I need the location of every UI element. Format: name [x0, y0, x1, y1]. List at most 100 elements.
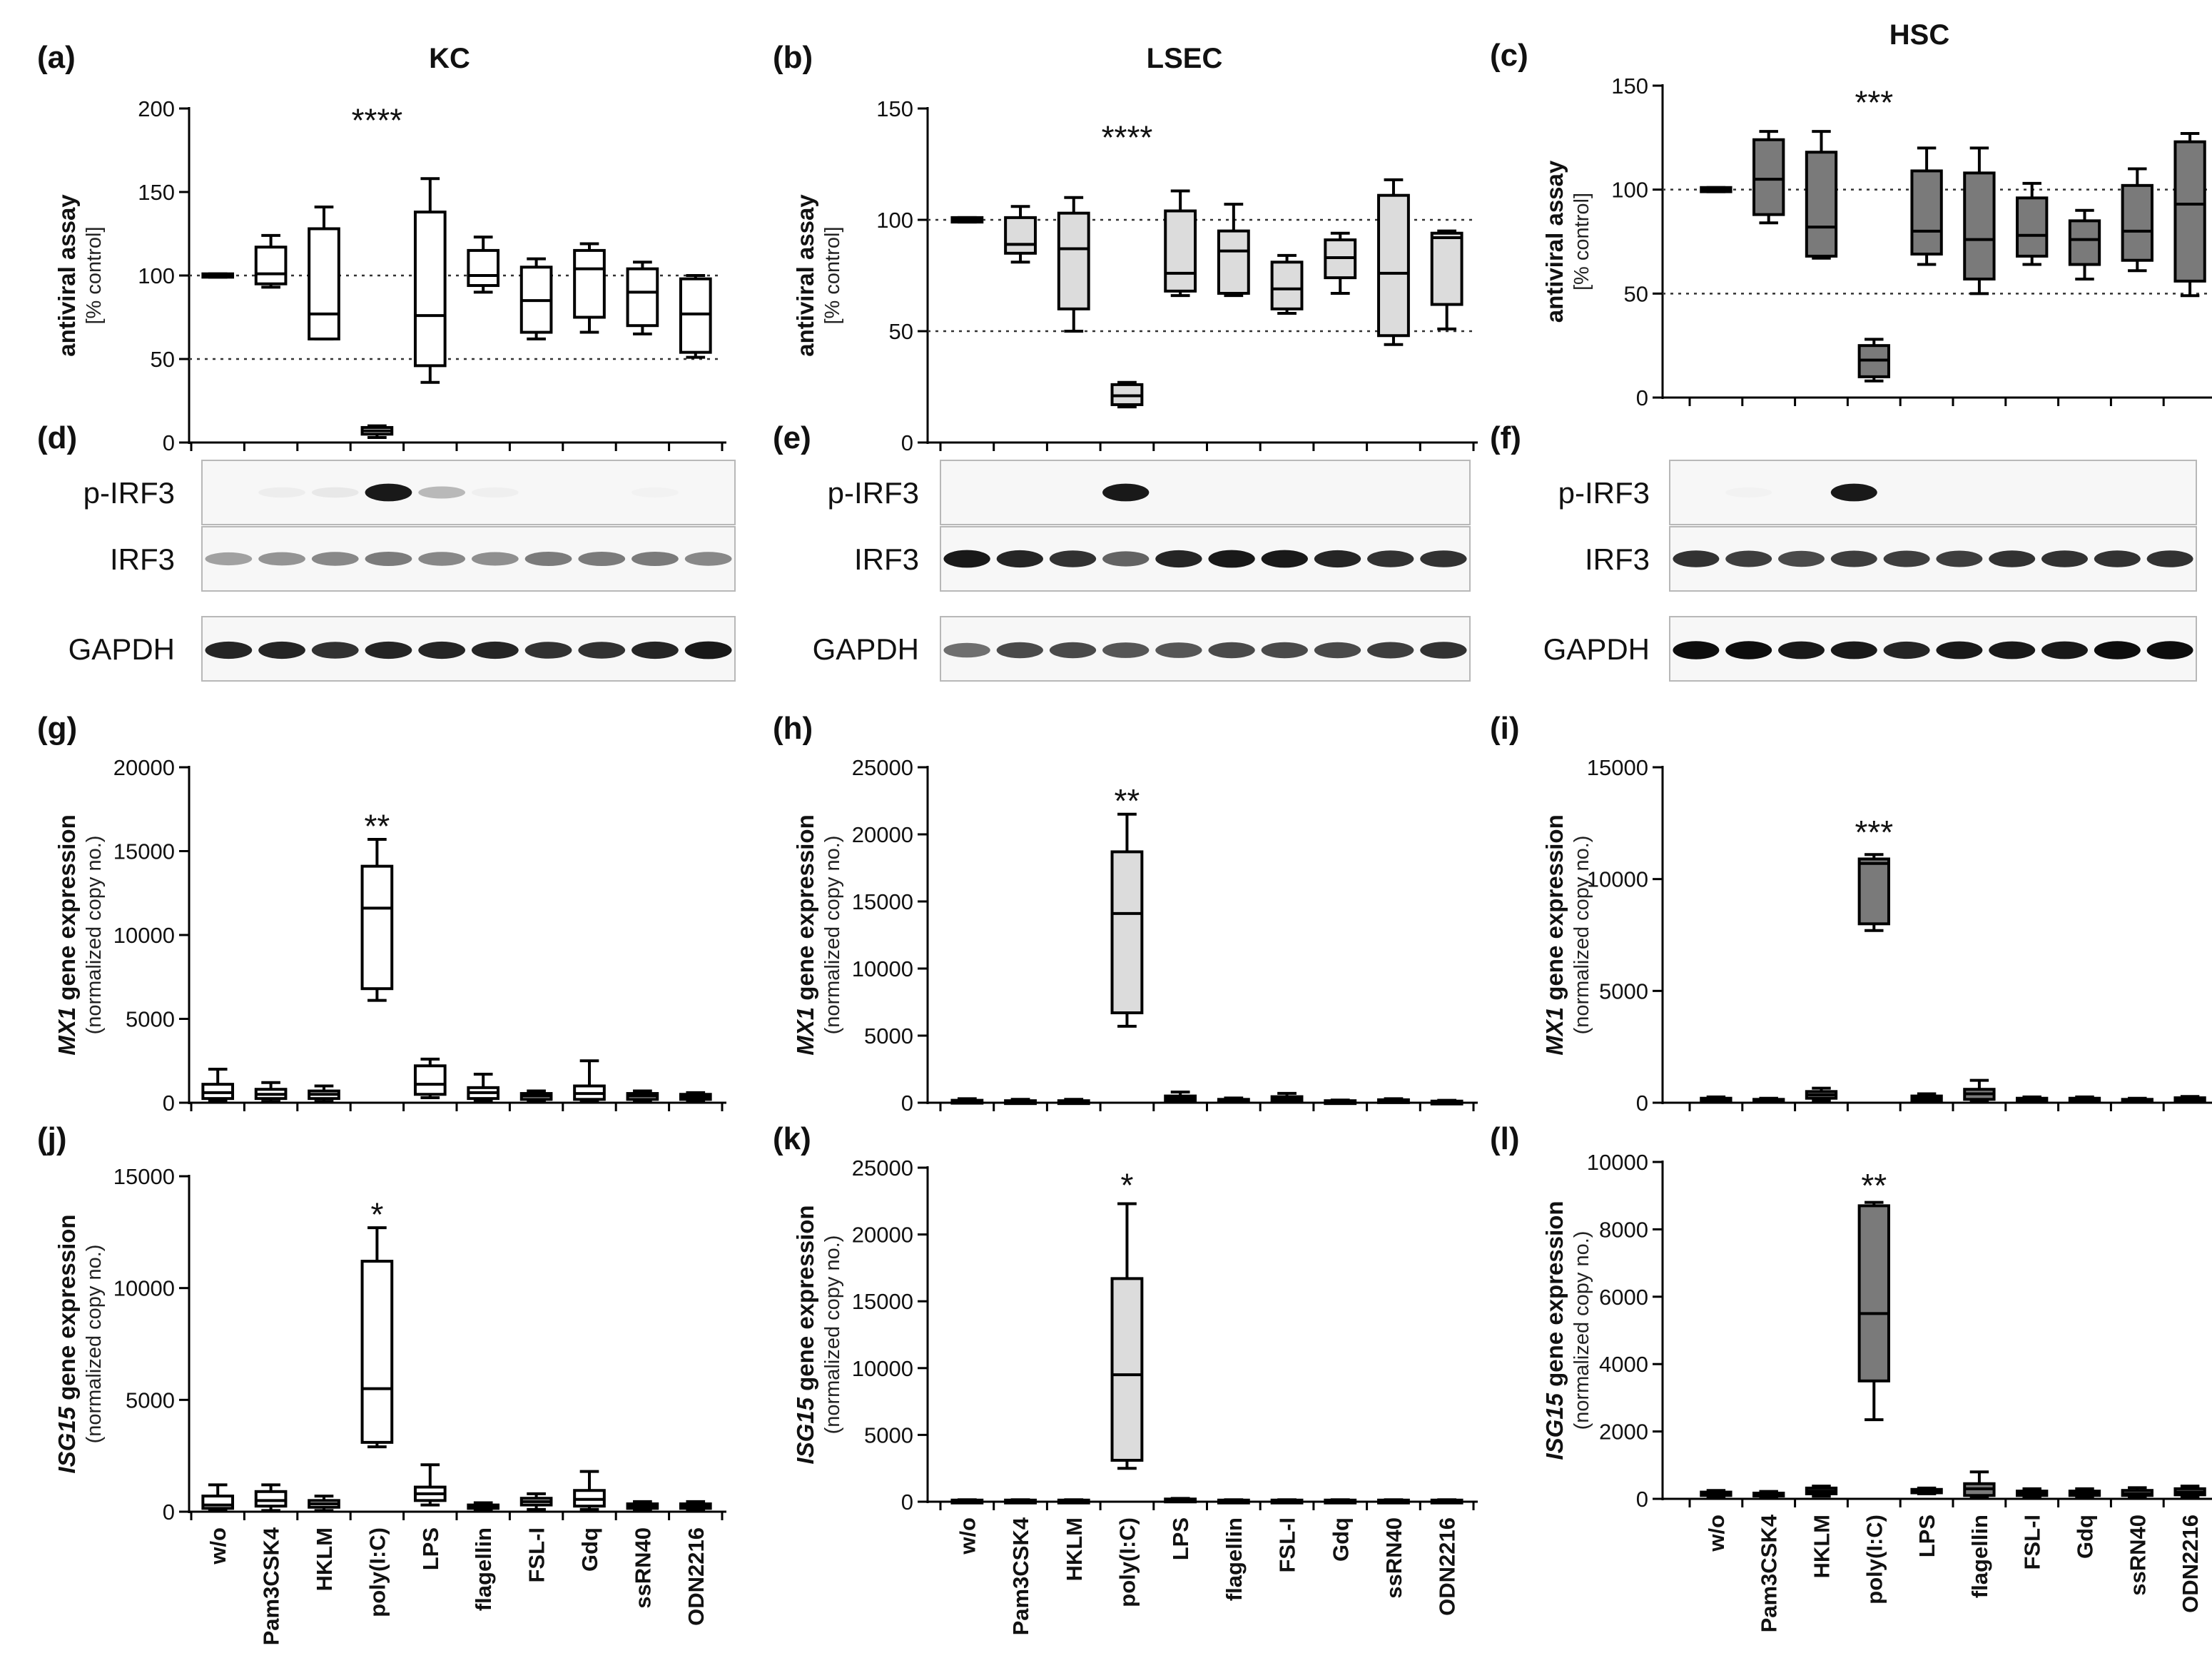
box-iqr — [413, 211, 447, 368]
y-tick-label: 50 — [1624, 281, 1648, 306]
blot-band — [1725, 487, 1772, 497]
panel-label: (l) — [1490, 1121, 1520, 1156]
box-poly(I:C) — [1857, 853, 1890, 932]
box-ODN2216 — [2173, 1485, 2206, 1499]
western-blot: (d)p-IRF3 IRF3 GAPDH — [37, 420, 736, 682]
y-tick-label: 10000 — [113, 1276, 175, 1301]
y-tick-label: 5000 — [864, 1023, 913, 1048]
box-w/o — [950, 216, 984, 224]
y-axis-label: ISG15 gene expression — [1541, 1201, 1568, 1460]
y-axis-label: ISG15 gene expression — [54, 1214, 80, 1473]
box-FSL-I — [2016, 181, 2049, 266]
blot-band — [2041, 641, 2088, 659]
box-w/o — [950, 1097, 984, 1105]
panel-label: (g) — [37, 711, 77, 746]
box-iqr — [413, 1064, 447, 1096]
y-tick-label: 25000 — [852, 1156, 913, 1181]
blot-band — [1830, 550, 1877, 567]
box-Gdq — [573, 242, 606, 334]
y-axis-label: antiviral assay — [54, 194, 80, 357]
blot-band — [258, 487, 305, 498]
box-HKLM — [1057, 196, 1090, 333]
y-axis-label: MX1 gene expression — [54, 814, 80, 1055]
box-Pam3CSK4 — [254, 1081, 288, 1103]
blot-band — [684, 641, 732, 659]
y-tick-label: 50 — [889, 319, 913, 344]
y-axis-label-gene: ISG15 — [792, 1397, 818, 1464]
box-FSL-I — [1270, 1498, 1304, 1505]
box-w/o — [1700, 186, 1732, 193]
y-tick-label: 5000 — [126, 1007, 175, 1032]
box-LPS — [413, 177, 447, 384]
blot-band — [1778, 550, 1825, 567]
blot-band — [524, 642, 572, 659]
x-category-label: w/o — [206, 1527, 230, 1565]
chart-panel: (b) LSEC 0 50 100 150 antiviral assay [% contro… — [773, 40, 1478, 455]
chart-panel: (g) 0 5000 10000 15000 20000 MX1 gene expressi… — [37, 711, 726, 1116]
x-category-label: w/o — [955, 1517, 980, 1555]
blot-band — [1261, 642, 1308, 659]
box-iqr — [1164, 209, 1197, 293]
box-FSL-I — [2016, 1095, 2049, 1103]
y-tick-label: 5000 — [1599, 979, 1648, 1004]
box-iqr — [1910, 169, 1943, 256]
y-tick-label: 0 — [1636, 1487, 1648, 1512]
box-ssRN40 — [1377, 1498, 1410, 1505]
blot-band — [631, 641, 679, 659]
box-LPS — [1910, 1486, 1943, 1495]
y-axis-sublabel: [% control] — [83, 227, 106, 325]
y-tick-label: 0 — [163, 1091, 175, 1116]
blot-band — [996, 642, 1043, 659]
blot-band — [205, 552, 253, 566]
box-HKLM — [1057, 1498, 1090, 1505]
significance-marker: **** — [1102, 119, 1153, 156]
y-axis-sublabel: [% control] — [1571, 193, 1593, 290]
y-tick-label: 0 — [901, 1091, 913, 1116]
box-Pam3CSK4 — [1004, 205, 1037, 264]
box-FSL-I — [519, 1492, 553, 1511]
blot-band — [311, 487, 359, 498]
blot-band — [1049, 550, 1097, 567]
box-HKLM — [308, 1495, 340, 1512]
blot-band — [1989, 641, 2036, 659]
significance-marker: * — [370, 1196, 383, 1233]
x-category-label: ODN2216 — [1435, 1517, 1460, 1616]
blot-band — [418, 641, 466, 659]
y-axis-sublabel: [% control] — [821, 227, 844, 325]
box-Pam3CSK4 — [1752, 1490, 1785, 1499]
box-LPS — [1164, 1497, 1197, 1504]
box-iqr — [1110, 850, 1144, 1015]
x-category-label: HKLM — [1062, 1517, 1087, 1582]
box-Pam3CSK4 — [1752, 130, 1785, 225]
box-w/o — [201, 272, 235, 279]
x-category-label: ssRN40 — [2125, 1515, 2150, 1596]
x-category-label: Pam3CSK4 — [1757, 1514, 1782, 1632]
blot-row-label: GAPDH — [813, 632, 919, 666]
blot-strip — [201, 460, 736, 525]
blot-band — [1314, 642, 1361, 659]
box-flagellin — [1217, 1498, 1250, 1505]
chart-panel: (l) 0 2000 4000 6000 8000 10000 ISG15 gene expr… — [1490, 1121, 2212, 1632]
box-HKLM — [1805, 1086, 1838, 1102]
y-tick-label: 0 — [1636, 1091, 1648, 1116]
y-tick-label: 0 — [163, 1500, 175, 1525]
panel-title: KC — [429, 43, 470, 74]
box-flagellin — [1963, 1078, 1996, 1103]
box-LPS — [1910, 146, 1943, 266]
y-tick-label: 50 — [151, 347, 175, 372]
box-LPS — [1164, 1090, 1197, 1104]
y-tick-label: 6000 — [1599, 1285, 1648, 1310]
x-category-label: HKLM — [312, 1527, 337, 1592]
x-category-label: Pam3CSK4 — [1008, 1517, 1033, 1635]
box-iqr — [1217, 229, 1250, 295]
box-iqr — [2016, 196, 2049, 258]
blot-band — [1208, 642, 1255, 659]
box-Pam3CSK4 — [254, 1483, 288, 1512]
box-ssRN40 — [1377, 178, 1410, 346]
blot-band — [1208, 550, 1255, 568]
y-tick-label: 200 — [138, 96, 175, 121]
y-tick-label: 100 — [1611, 178, 1648, 203]
blot-band — [1367, 642, 1414, 659]
box-poly(I:C) — [1110, 1202, 1144, 1470]
y-axis-sublabel: (normalized copy no.) — [821, 1235, 844, 1435]
